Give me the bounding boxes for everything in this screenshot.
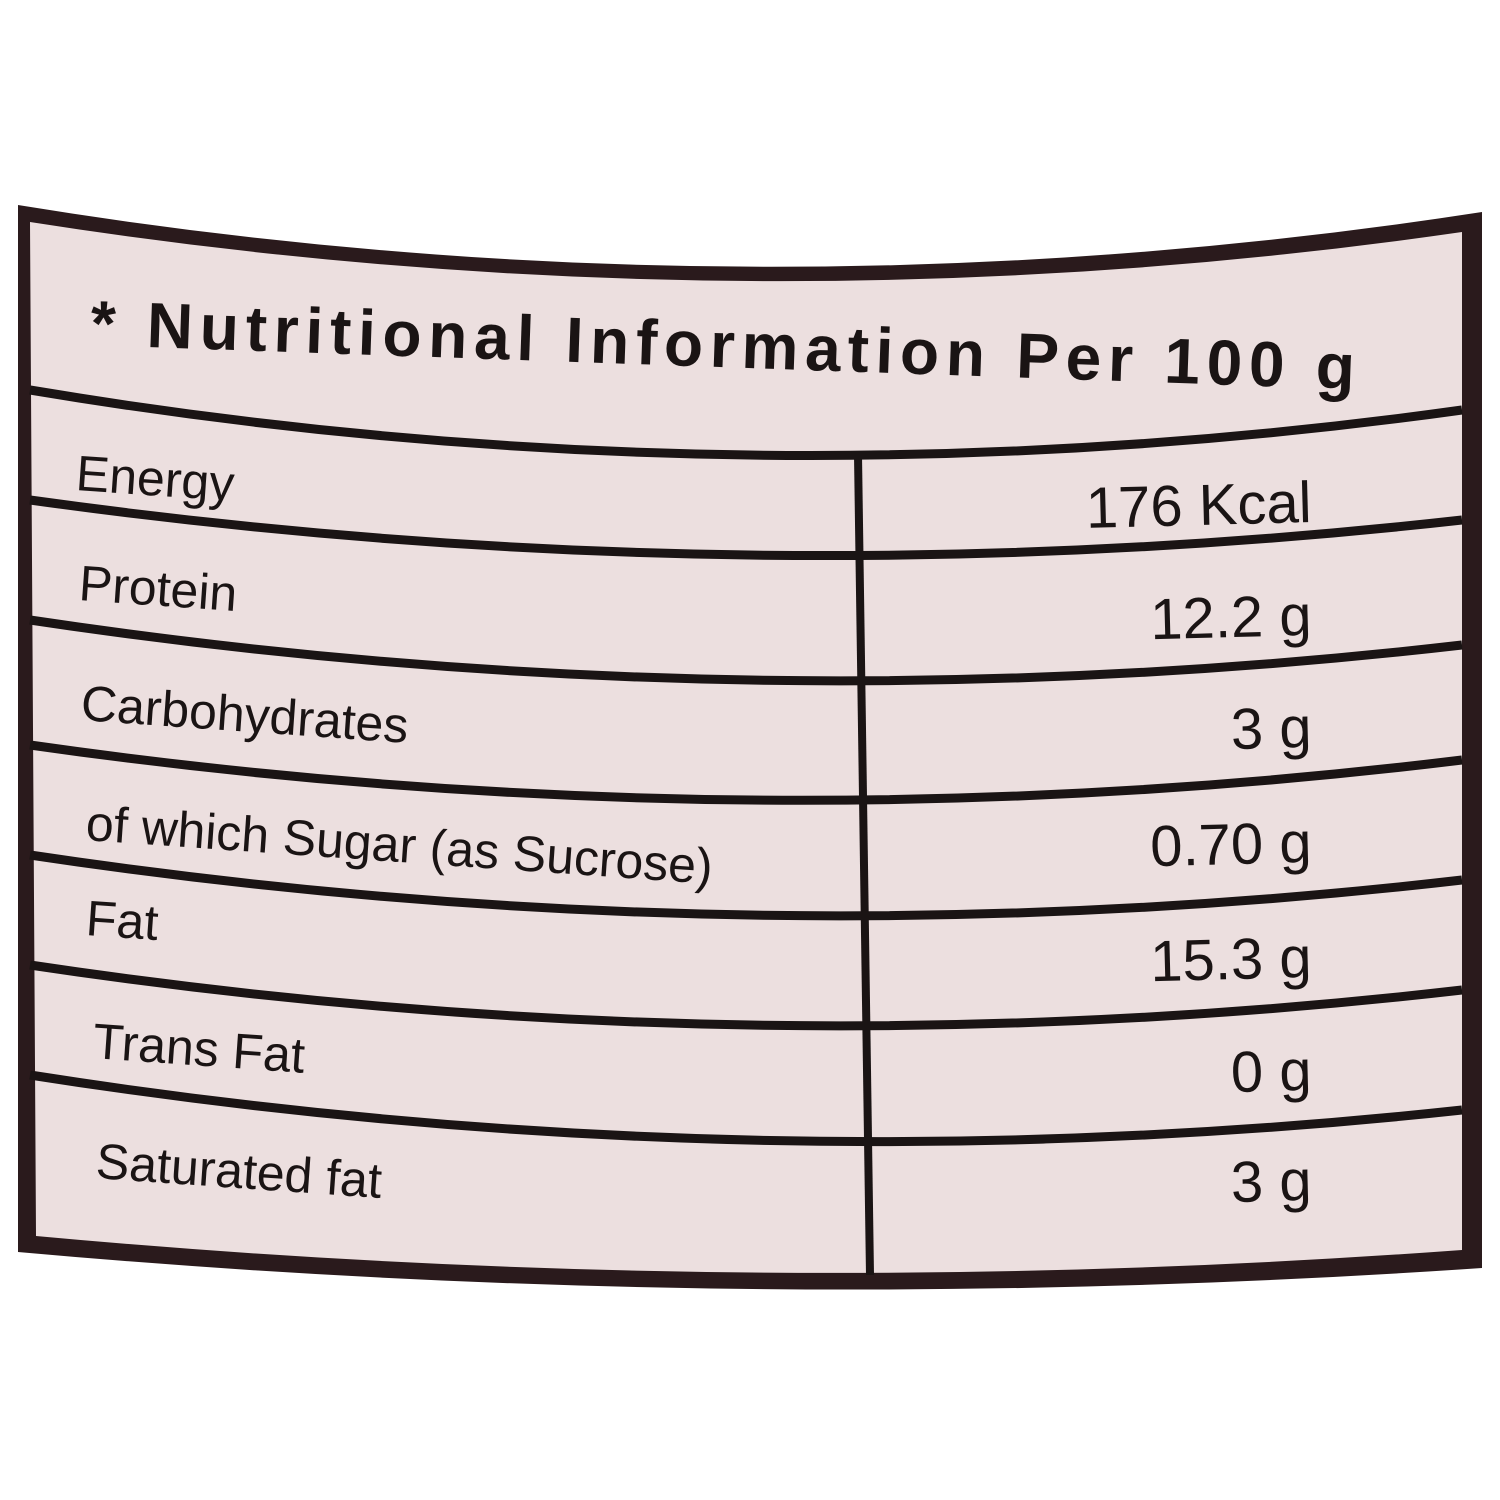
- row-rule: [29, 385, 1463, 460]
- row-rule: [29, 495, 1463, 561]
- row-rule: [29, 1070, 1463, 1147]
- row-rule: [29, 615, 1463, 686]
- row-value: 0.70 g: [1149, 810, 1312, 879]
- row-value: 3 g: [1230, 1148, 1312, 1215]
- row-value: 0 g: [1230, 1038, 1312, 1105]
- row-value: 15.3 g: [1149, 925, 1312, 994]
- row-value: 176 Kcal: [1085, 470, 1312, 541]
- row-label: Protein: [77, 555, 239, 622]
- row-rule: [29, 850, 1463, 921]
- row-label: Energy: [74, 445, 236, 512]
- row-value: 12.2 g: [1149, 583, 1312, 652]
- row-label: Fat: [84, 890, 160, 951]
- row-value: 3 g: [1230, 695, 1312, 762]
- row-rule: [29, 960, 1463, 1031]
- row-rule: [29, 740, 1463, 805]
- column-rule: [854, 454, 874, 1276]
